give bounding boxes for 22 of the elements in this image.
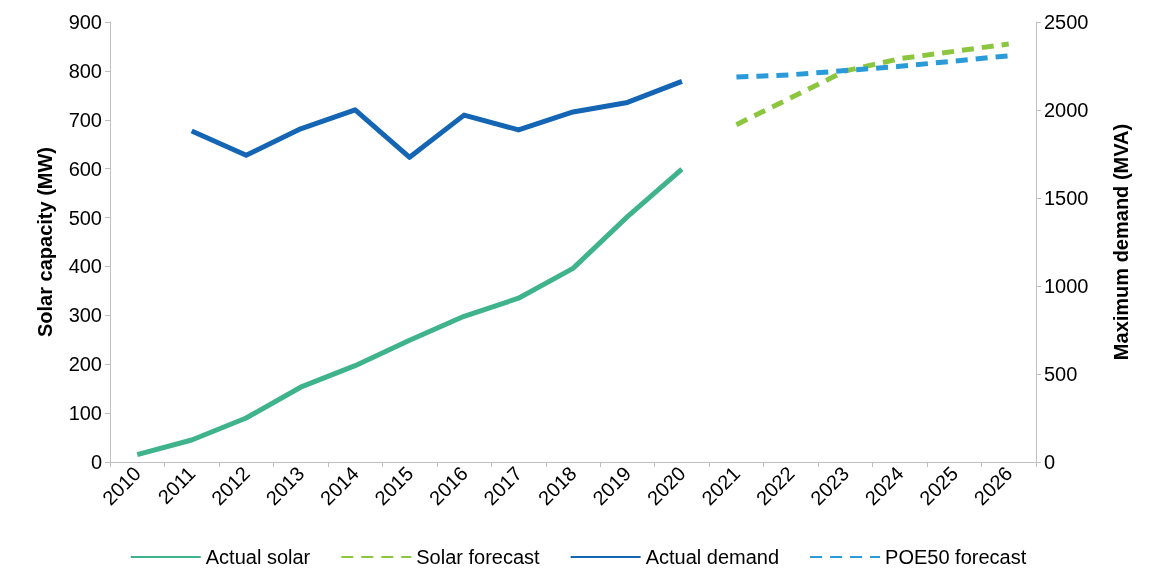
legend-label: Actual demand (645, 546, 780, 568)
y2-tick-label: 2000 (1044, 99, 1089, 121)
y-tick-label: 800 (68, 59, 102, 82)
y2-tick-label: 0 (1044, 451, 1056, 473)
y2-axis-title: Maximum demand (MVA) (1110, 123, 1132, 361)
y-axis-title: Solar capacity (MW) (34, 146, 56, 338)
y-tick-label: 700 (68, 108, 102, 131)
y-tick-label: 0 (90, 451, 102, 473)
y2-tick-label: 1500 (1044, 187, 1089, 209)
legend-label: POE50 forecast (885, 546, 1027, 568)
y2-tick-label: 2500 (1044, 11, 1089, 33)
y-tick-label: 300 (68, 304, 102, 327)
y-tick-label: 900 (68, 11, 102, 33)
legend-label: Solar forecast (416, 546, 541, 568)
y-tick-label: 600 (68, 157, 102, 180)
y2-tick-label: 1000 (1044, 275, 1089, 297)
y-tick-label: 200 (68, 353, 102, 376)
y-tick-label: 400 (68, 255, 102, 278)
y-tick-label: 100 (68, 402, 102, 425)
legend-label: Actual solar (205, 546, 311, 568)
y2-tick-label: 500 (1044, 363, 1078, 385)
y-tick-label: 500 (68, 206, 102, 229)
